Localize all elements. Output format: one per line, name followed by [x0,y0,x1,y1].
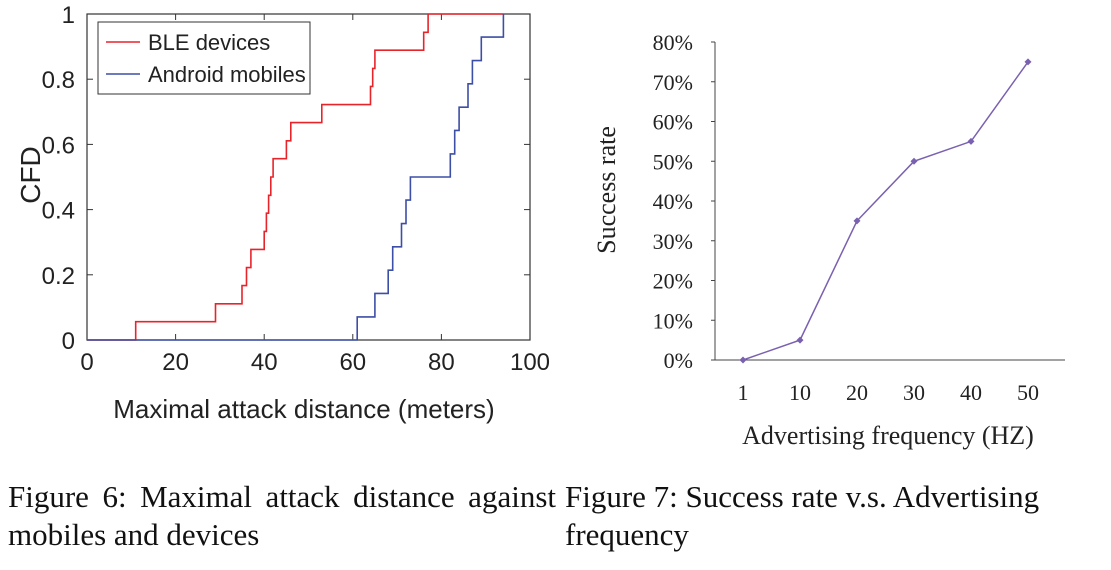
y-tick-label: 0 [62,328,75,355]
y-tick-label: 30% [653,229,693,254]
y-tick-label: 0.2 [42,263,75,290]
figure-7-success-rate-chart: Success rate Advertising frequency (HZ) … [560,0,1111,460]
figure-7-caption: Figure 7: Success rate v.s. Advertising … [565,479,1040,552]
data-point-marker [910,157,918,165]
legend-label-0: BLE devices [148,30,270,55]
y-tick-label: 20% [653,269,693,294]
y-tick-label: 0.6 [42,132,75,159]
data-point-marker [1024,58,1032,66]
x-axis-label: Maximal attack distance (meters) [113,394,494,424]
cfd-chart-svg: CFD Maximal attack distance (meters) 0 20… [15,2,550,424]
legend-box [97,21,311,95]
y-tick-label: 0% [664,348,693,373]
x-tick-label: 50 [1017,380,1039,405]
x-tick-label: 30 [903,380,925,405]
data-point-marker [796,336,804,344]
figure-6-cfd-chart: CFD Maximal attack distance (meters) 0 20… [0,0,560,460]
data-point-marker [967,137,975,145]
x-tick-label: 20 [846,380,868,405]
data-point-marker [739,356,747,364]
y-tick-label: 70% [653,70,693,95]
x-tick-label: 10 [789,380,811,405]
x-tick-label: 1 [738,380,749,405]
x-tick-label: 20 [162,349,189,376]
data-point-marker [853,217,861,225]
legend-label-1: Android mobiles [148,62,306,87]
y-tick-label: 80% [653,30,693,55]
x-tick-label: 0 [80,349,93,376]
x-tick-label: 40 [251,349,278,376]
success-rate-chart-svg: Success rate Advertising frequency (HZ) … [592,30,1065,450]
series-line [742,61,1029,361]
y-tick-label: 0.4 [42,198,75,225]
x-tick-label: 60 [339,349,366,376]
series-line-1 [87,14,505,341]
x-tick-label: 100 [510,349,550,376]
y-tick-label: 10% [653,308,693,333]
y-tick-label: 1 [62,2,75,29]
x-axis-label: Advertising frequency (HZ) [742,421,1034,450]
series-line-0 [87,13,504,341]
y-axis-label: Success rate [592,126,621,254]
y-axis-label: CFD [15,146,46,204]
x-tick-label: 40 [960,380,982,405]
figure-6-caption: Figure 6: Maximal attack distance agains… [8,479,556,552]
y-tick-label: 0.8 [42,67,75,94]
y-tick-label: 50% [653,149,693,174]
y-tick-label: 40% [653,189,693,214]
x-tick-label: 80 [428,349,455,376]
y-tick-label: 60% [653,110,693,135]
